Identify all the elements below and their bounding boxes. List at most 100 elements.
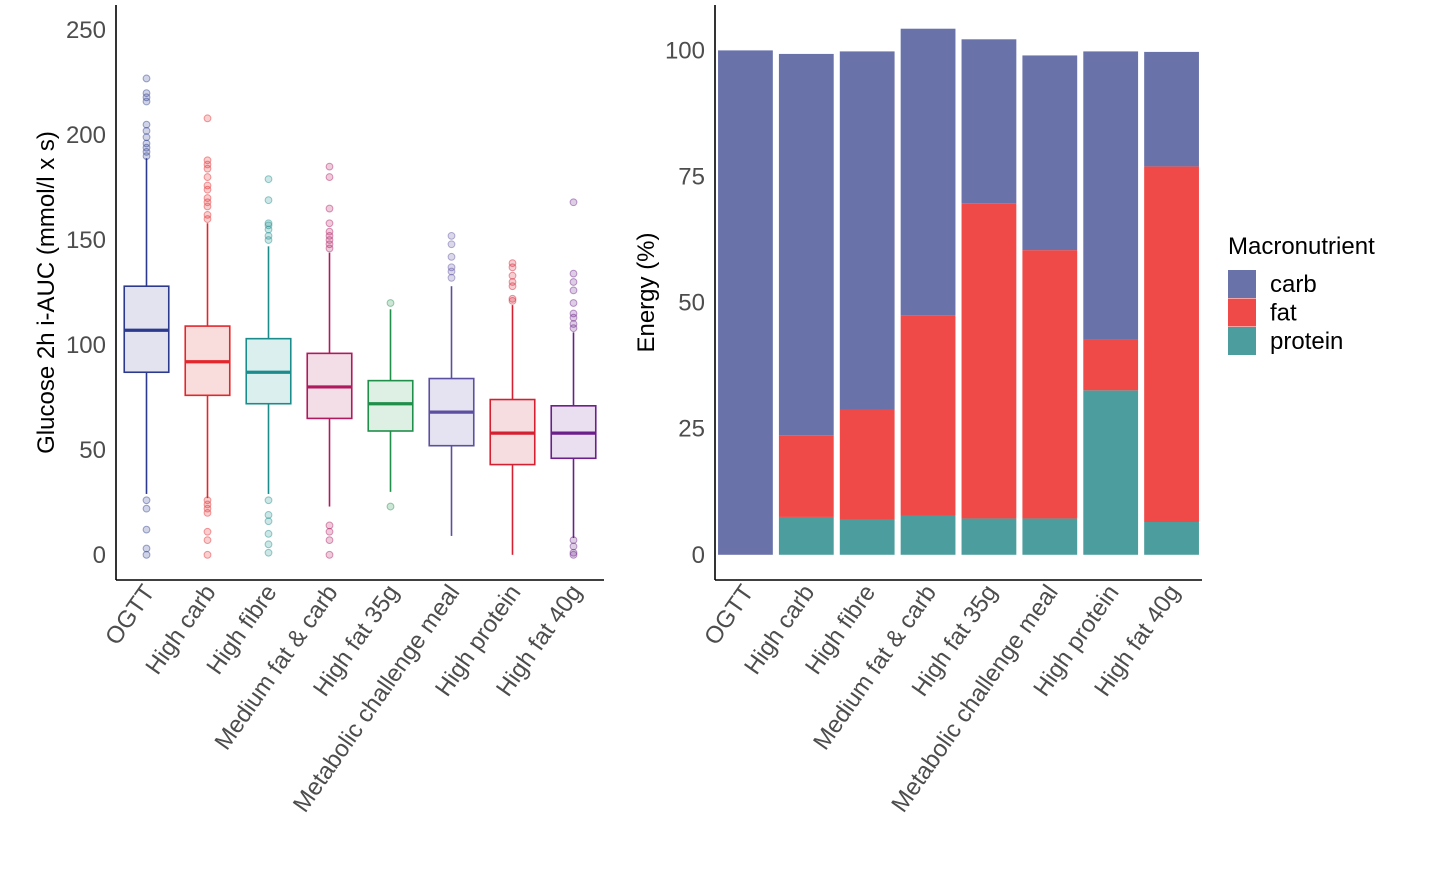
outlier-point (142, 544, 151, 553)
outlier-point (508, 294, 517, 303)
legend-swatch-protein (1228, 327, 1256, 355)
outlier-point (325, 536, 334, 545)
outlier-point (264, 548, 273, 557)
x-tick-label: OGTT (100, 580, 161, 650)
outlier-point (142, 152, 151, 160)
bar-high-fibre-carb (839, 51, 895, 410)
outlier-point (203, 194, 212, 202)
outlier-point (325, 527, 334, 536)
outlier-point (142, 89, 151, 98)
bar-high-fat-35g-protein (961, 518, 1017, 555)
outlier-point (508, 263, 517, 272)
outlier-point (325, 244, 334, 253)
outlier-point (508, 271, 517, 280)
outlier-point (325, 236, 334, 244)
y-tick-label: 250 (66, 17, 106, 44)
outlier-point (142, 143, 151, 152)
outlier-point (142, 127, 151, 135)
bar-ogtt-carb (718, 50, 773, 555)
bar-high-protein-protein (1083, 390, 1139, 555)
y-tick-label: 150 (66, 227, 106, 254)
box-metabolic-challenge-meal (428, 231, 475, 536)
outlier-point (203, 156, 212, 165)
outlier-point (203, 181, 212, 190)
outlier-point (264, 231, 273, 240)
y-axis-title: Energy (%) (633, 232, 660, 352)
outlier-point (325, 240, 334, 249)
legend-label-fat: fat (1270, 300, 1297, 327)
outlier-point (203, 504, 212, 513)
outlier-point (325, 204, 334, 213)
y-tick-label: 200 (66, 122, 106, 149)
box-ogtt (123, 74, 170, 559)
bar-metabolic-challenge-meal-carb (1022, 55, 1078, 251)
outlier-point (203, 527, 212, 536)
y-tick-label: 50 (678, 290, 705, 317)
outlier-point (142, 93, 151, 102)
outlier-point (447, 273, 456, 282)
box-iqr (367, 379, 414, 432)
outlier-point (264, 511, 273, 519)
outlier-point (569, 309, 578, 318)
outlier-point (264, 236, 273, 244)
outlier-point (264, 221, 273, 230)
outlier-point (569, 324, 578, 333)
outlier-point (142, 504, 151, 513)
outlier-point (142, 97, 151, 106)
outlier-point (569, 548, 578, 557)
outlier-point (569, 269, 578, 278)
outlier-point (447, 263, 456, 272)
outlier-point (569, 550, 578, 559)
outlier-point (203, 500, 212, 509)
outlier-point (447, 231, 456, 240)
outlier-point (386, 502, 395, 511)
outlier-point (264, 540, 273, 549)
box-high-fat-40g (550, 198, 597, 559)
y-axis-title: Glucose 2h i-AUC (mmol/l x s) (33, 131, 60, 454)
outlier-point (569, 286, 578, 295)
bar-medium-fat-carb-fat (900, 315, 956, 516)
box-high-fibre (245, 175, 292, 557)
outlier-point (386, 299, 395, 307)
bar-metabolic-challenge-meal-protein (1022, 518, 1078, 555)
box-high-carb (184, 114, 231, 559)
outlier-point (569, 536, 578, 545)
y-tick-label: 100 (665, 37, 705, 64)
outlier-point (203, 550, 212, 559)
outlier-point (569, 198, 578, 207)
legend-title: Macronutrient (1228, 233, 1375, 260)
outlier-point (203, 114, 212, 123)
outlier-point (569, 320, 578, 328)
outlier-point (569, 299, 578, 307)
outlier-point (142, 525, 151, 534)
outlier-point (203, 185, 212, 194)
outlier-point (203, 496, 212, 505)
outlier-point (142, 496, 151, 505)
outlier-point (203, 536, 212, 545)
bar-high-fat-40g-carb (1144, 51, 1199, 167)
legend-swatch-carb (1228, 270, 1256, 298)
bar-high-fat-40g-protein (1144, 521, 1199, 555)
left-boxplot-panel: 0 50 100 150 200 250 Glucose 2h i-AUC (mmol/l … (33, 5, 604, 817)
outlier-point (325, 227, 334, 236)
legend-label-carb: carb (1270, 271, 1317, 298)
outlier-point (264, 517, 273, 526)
bar-high-carb-carb (778, 53, 834, 436)
outlier-point (142, 550, 151, 559)
outlier-point (569, 313, 578, 322)
y-tick-label: 25 (678, 416, 705, 443)
outlier-point (142, 133, 151, 142)
outlier-point (142, 147, 151, 156)
outlier-point (142, 120, 151, 129)
y-tick-label: 50 (79, 437, 106, 464)
bar-high-fat-35g-carb (961, 39, 1017, 204)
outlier-point (264, 219, 273, 228)
y-tick-label: 0 (692, 542, 705, 569)
outlier-point (325, 550, 334, 559)
outlier-point (447, 267, 456, 276)
bar-high-fibre-protein (839, 519, 895, 555)
